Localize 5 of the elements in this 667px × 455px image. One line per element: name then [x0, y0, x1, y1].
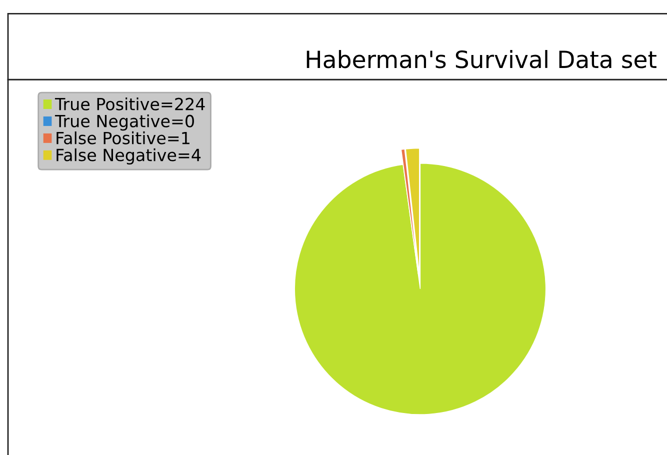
legend-label: False Positive=1: [56, 131, 190, 144]
legend-label: False Negative=4: [56, 148, 201, 165]
legend-label: True Positive=224: [54, 98, 205, 110]
legend-label: True Negative=0: [54, 114, 194, 131]
chart-title: Haberman's Survival Data set: [306, 50, 656, 68]
